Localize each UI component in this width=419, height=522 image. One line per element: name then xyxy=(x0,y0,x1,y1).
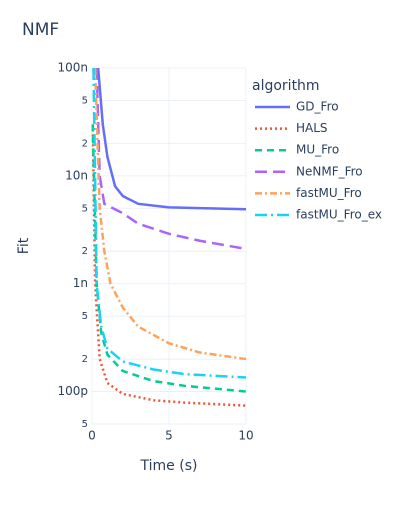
y-tick-label: 5 xyxy=(82,311,88,322)
chart-title: NMF xyxy=(22,20,59,40)
legend-label: GD_Fro xyxy=(296,100,339,114)
legend-label: HALS xyxy=(296,121,328,135)
y-tick-label: 5 xyxy=(82,203,88,214)
legend-title: algorithm xyxy=(252,78,320,94)
y-tick-label: 100n xyxy=(57,61,88,75)
y-tick-label: 5 xyxy=(82,95,88,106)
x-tick-label: 0 xyxy=(88,429,96,443)
y-tick-label: 2 xyxy=(82,246,88,257)
y-tick-label: 2 xyxy=(82,354,88,365)
line xyxy=(91,124,247,407)
legend-label: MU_Fro xyxy=(296,143,339,157)
legend-label: fastMU_Fro xyxy=(296,186,362,200)
x-tick-label: 5 xyxy=(165,429,173,443)
legend-label: NeNMF_Fro xyxy=(296,164,363,178)
y-tick-label: 2 xyxy=(82,138,88,149)
y-tick-label: 5 xyxy=(82,419,88,430)
line xyxy=(91,124,247,393)
y-axis-title: Fit xyxy=(16,237,32,254)
line xyxy=(92,67,247,379)
x-tick-label: 10 xyxy=(238,429,253,443)
legend-label: fastMU_Fro_ex xyxy=(296,208,382,222)
y-tick-label: 100p xyxy=(57,384,88,398)
line xyxy=(93,67,247,361)
y-tick-label: 1n xyxy=(73,276,88,290)
line xyxy=(95,67,247,251)
line xyxy=(96,67,247,211)
y-tick-label: 10n xyxy=(65,168,88,182)
x-axis-title: Time (s) xyxy=(140,458,198,474)
